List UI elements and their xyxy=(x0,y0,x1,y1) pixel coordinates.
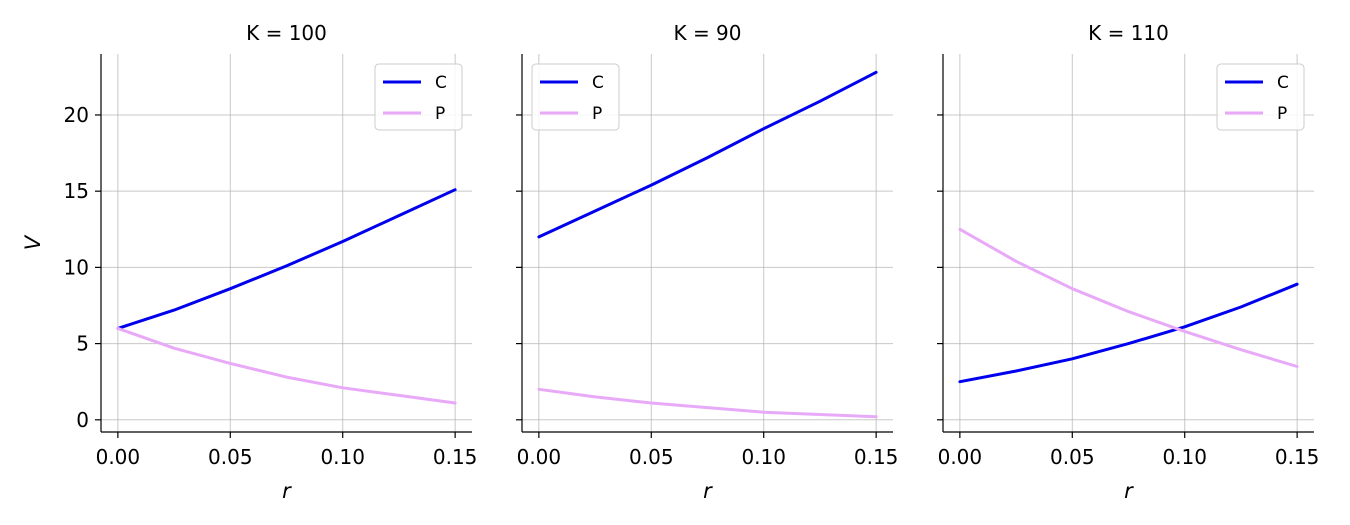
x-tick-label: 0.00 xyxy=(938,445,983,469)
series-line-P xyxy=(958,227,1299,368)
y-tick-label: 20 xyxy=(64,103,89,127)
legend-box xyxy=(1216,63,1305,131)
panel-title: K = 90 xyxy=(673,21,741,45)
series-line-C xyxy=(537,70,878,239)
y-tick-label: 0 xyxy=(76,408,89,432)
x-tick-label: 0.05 xyxy=(1050,445,1095,469)
x-tick-label: 0.15 xyxy=(854,445,899,469)
x-tick-label: 0.10 xyxy=(320,445,365,469)
series-line-C xyxy=(958,282,1299,384)
panel-2: 0.00 0.05 0.10 0.15 K = 90 r CP xyxy=(516,21,898,503)
panel-title: K = 100 xyxy=(246,21,327,45)
legend-box xyxy=(374,63,463,131)
legend-label: C xyxy=(1277,73,1289,93)
legend: CP xyxy=(1216,63,1305,131)
x-axis-label: r xyxy=(1124,479,1134,503)
panel-3: 0.00 0.05 0.10 0.15 K = 110 r CP xyxy=(937,21,1319,503)
x-tick-label: 0.00 xyxy=(96,445,141,469)
series-line-C xyxy=(116,188,457,330)
x-axis-label: r xyxy=(282,479,292,503)
legend-box xyxy=(531,63,620,131)
y-tick-label: 10 xyxy=(64,255,89,279)
x-tick-label: 0.10 xyxy=(1162,445,1207,469)
y-axis-label: V xyxy=(21,234,45,250)
y-tick-label: 5 xyxy=(76,332,89,356)
x-tick-label: 0.10 xyxy=(741,445,786,469)
x-tick-label: 0.05 xyxy=(629,445,674,469)
panel-title: K = 110 xyxy=(1088,21,1169,45)
legend: CP xyxy=(374,63,463,131)
x-tick-label: 0.15 xyxy=(1275,445,1320,469)
legend-label: P xyxy=(592,104,602,124)
x-tick-label: 0.15 xyxy=(433,445,478,469)
series-line-P xyxy=(116,326,457,405)
series-line-P xyxy=(537,387,878,419)
y-tick-label: 15 xyxy=(64,179,89,203)
legend-label: P xyxy=(435,104,445,124)
x-axis-label: r xyxy=(703,479,713,503)
legend-label: C xyxy=(592,73,604,93)
x-tick-label: 0.05 xyxy=(208,445,253,469)
x-tick-label: 0.00 xyxy=(517,445,562,469)
legend-label: C xyxy=(435,73,447,93)
panel-1: 0.00 0.05 0.10 0.15 0 5 10 15 20 K = 100 r V CP xyxy=(21,21,477,503)
legend-label: P xyxy=(1277,104,1287,124)
legend: CP xyxy=(531,63,620,131)
